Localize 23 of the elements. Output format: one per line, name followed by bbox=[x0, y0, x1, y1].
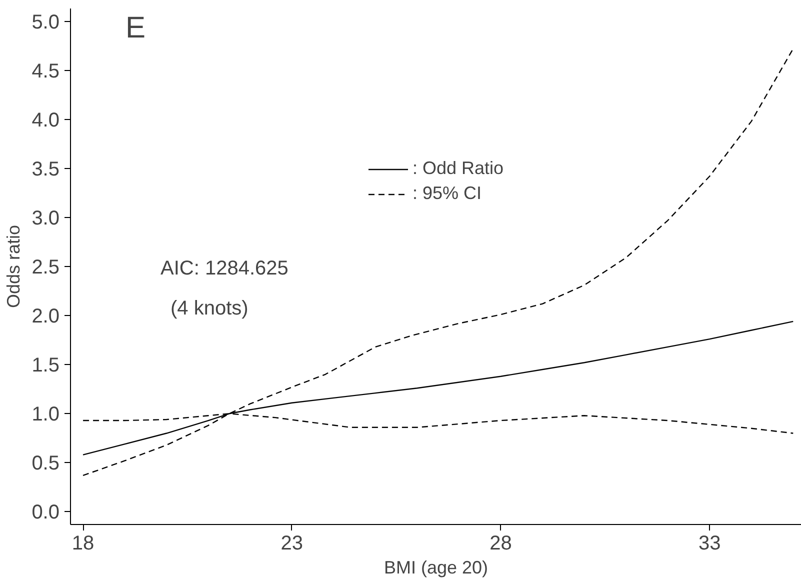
chart-title: E bbox=[126, 12, 146, 44]
y-tick-label: 1.5 bbox=[32, 354, 60, 377]
y-tick-label: 0.5 bbox=[32, 452, 60, 475]
y-tick-label: 5.0 bbox=[32, 11, 60, 34]
x-tick-label: 28 bbox=[490, 532, 512, 554]
x-axis-title: BMI (age 20) bbox=[384, 558, 488, 578]
y-tick-label: 3.5 bbox=[32, 158, 60, 180]
x-tick-label: 18 bbox=[72, 532, 94, 554]
y-tick-label: 0.0 bbox=[32, 502, 60, 524]
annotation: AIC: 1284.625 bbox=[160, 258, 288, 280]
y-tick-label: 4.5 bbox=[32, 60, 60, 82]
line-series bbox=[82, 48, 794, 476]
legend-label: : 95% CI bbox=[412, 183, 482, 204]
x-tick-label: 33 bbox=[698, 532, 721, 554]
y-tick-label: 4.0 bbox=[32, 109, 60, 132]
y-tick-label: 3.0 bbox=[32, 207, 60, 230]
annotation: (4 knots) bbox=[170, 298, 248, 320]
y-tick-label: 2.0 bbox=[32, 306, 60, 328]
legend-label: : Odd Ratio bbox=[412, 158, 504, 179]
y-tick-label: 1.0 bbox=[32, 404, 60, 426]
y-axis-title: Odds ratio bbox=[4, 224, 24, 308]
x-tick-label: 23 bbox=[280, 532, 304, 554]
y-tick-label: 2.5 bbox=[32, 256, 60, 278]
